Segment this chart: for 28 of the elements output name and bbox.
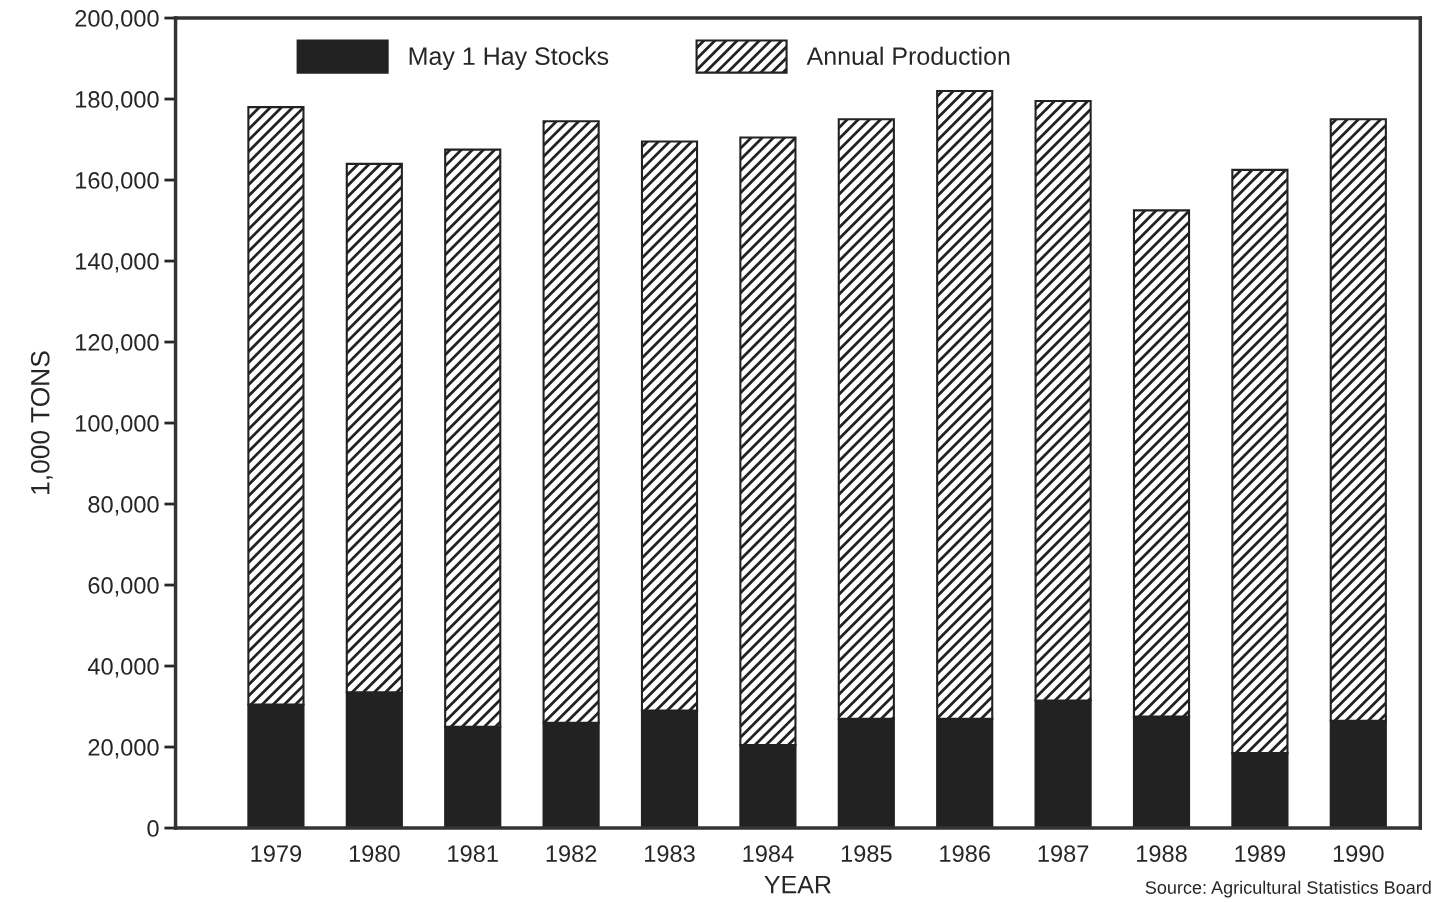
x-axis-title: YEAR — [764, 875, 831, 894]
x-tick-label: 1984 — [743, 845, 794, 863]
y-tick-label: 100,000 — [76, 415, 159, 435]
x-tick-label: 1989 — [1235, 845, 1286, 863]
source-note: Source: Agricultural Statistics Board — [1145, 880, 1431, 898]
y-tick-label: 60,000 — [88, 577, 159, 597]
y-tick-label: 200,000 — [75, 10, 159, 30]
x-tick-label: 1987 — [1038, 845, 1089, 863]
y-tick-label: 140,000 — [76, 253, 159, 273]
x-tick-label: 1990 — [1333, 845, 1384, 863]
x-tick-label: 1983 — [645, 845, 695, 863]
x-tick-label: 1980 — [349, 845, 400, 863]
x-tick-label: 1988 — [1137, 845, 1187, 863]
x-tick-label: 1986 — [940, 845, 990, 863]
x-tick-label: 1985 — [841, 845, 892, 863]
x-tick-label: 1981 — [448, 845, 498, 863]
legend-label: Annual Production — [806, 46, 1010, 66]
x-tick-label: 1979 — [251, 845, 302, 863]
y-tick-label: 40,000 — [87, 658, 159, 678]
y-tick-label: 20,000 — [88, 739, 159, 759]
y-tick-label: 0 — [147, 820, 159, 837]
y-tick-label: 160,000 — [76, 172, 159, 192]
y-tick-label: 80,000 — [88, 496, 159, 516]
y-axis-title: 1,000 TONS — [30, 351, 53, 494]
y-tick-label: 180,000 — [76, 91, 159, 111]
legend-label: May 1 Hay Stocks — [409, 46, 609, 70]
y-tick-label: 120,000 — [76, 334, 159, 354]
x-tick-label: 1982 — [546, 845, 597, 863]
